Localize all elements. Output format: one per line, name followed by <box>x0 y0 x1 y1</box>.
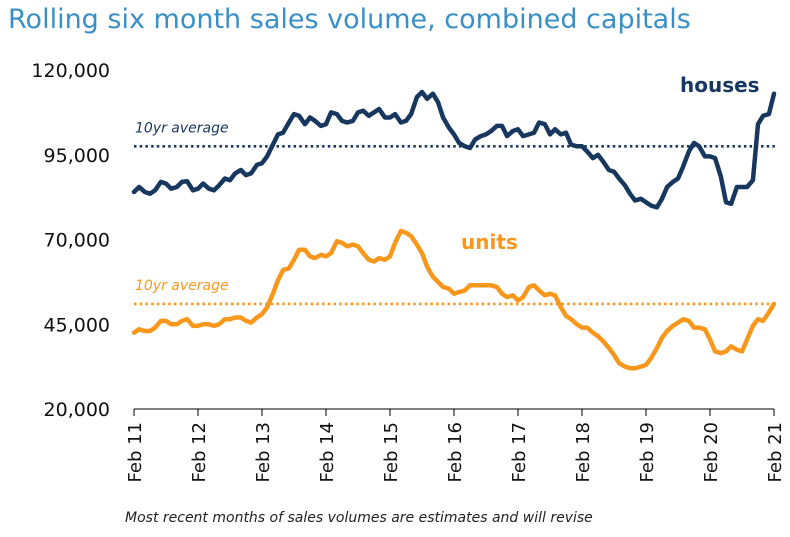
chart-title: Rolling six month sales volume, combined… <box>8 4 691 35</box>
x-tick-label: Feb 15 <box>381 422 402 483</box>
x-tick-label: Feb 19 <box>637 422 658 483</box>
x-tick-label: Feb 11 <box>125 422 146 483</box>
y-tick-label: 70,000 <box>44 230 110 252</box>
x-tick-label: Feb 20 <box>701 422 722 483</box>
y-tick-label: 95,000 <box>44 145 110 167</box>
houses-series-line <box>131 89 777 210</box>
average-lines <box>134 144 776 306</box>
y-tick-label: 45,000 <box>44 314 110 336</box>
x-tick-label: Feb 18 <box>573 422 594 483</box>
units-series-label: units <box>461 230 518 254</box>
footnote: Most recent months of sales volumes are … <box>125 510 593 526</box>
x-tick-label: Feb 17 <box>509 422 530 483</box>
axes: 20,000 45,000 70,000 95,000 120,000 Feb 11 Feb… <box>31 60 786 483</box>
x-tick-label: Feb 13 <box>253 422 274 483</box>
series-lines <box>131 89 777 371</box>
units-10yr-average-label: 10yr average <box>135 278 229 294</box>
x-tick-label: Feb 21 <box>765 422 786 483</box>
houses-series-label: houses <box>680 73 760 97</box>
x-tick-label: Feb 16 <box>445 422 466 483</box>
y-tick-label: 20,000 <box>44 399 110 421</box>
x-tick-label: Feb 14 <box>317 422 338 483</box>
x-tick-label: Feb 12 <box>189 422 210 483</box>
houses-10yr-average-label: 10yr average <box>135 120 229 136</box>
y-tick-label: 120,000 <box>31 60 110 82</box>
units-series-line <box>131 228 777 371</box>
chart-labels: 10yr average 10yr average houses units <box>135 73 760 294</box>
